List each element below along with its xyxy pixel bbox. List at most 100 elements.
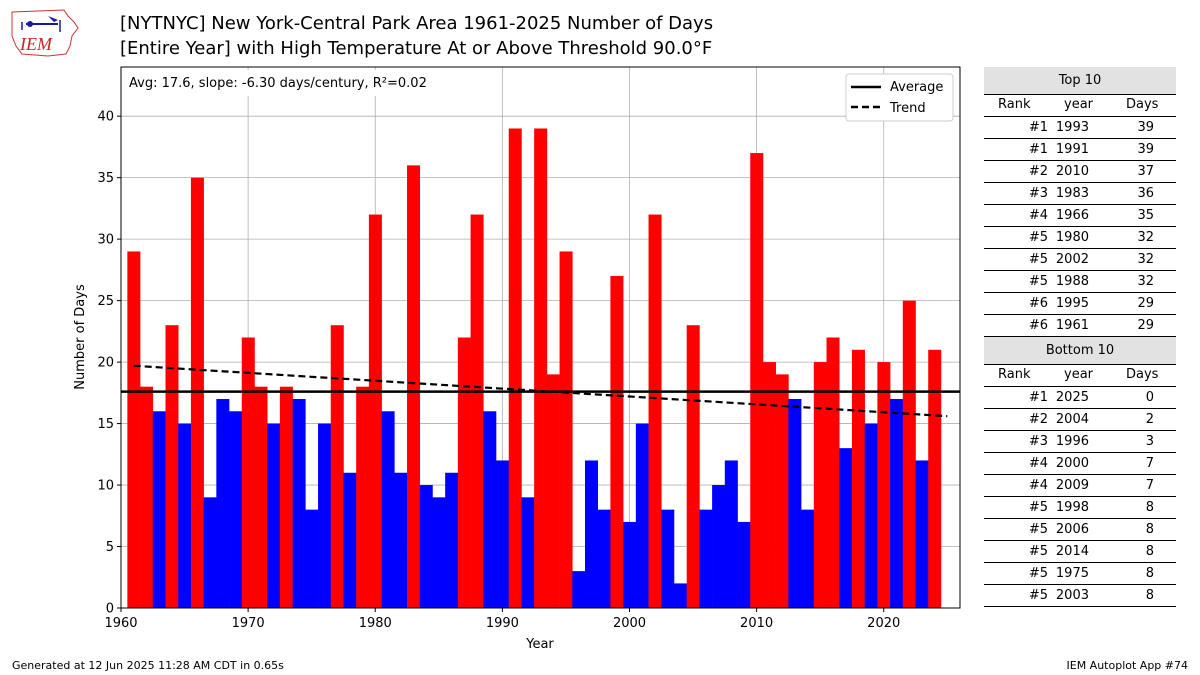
year-cell: 2025: [1055, 390, 1089, 405]
bottom10-title: Bottom 10: [984, 337, 1176, 365]
column-days: Days: [1126, 97, 1159, 112]
stats-annotation: Avg: 17.6, slope: -6.30 days/century, R²…: [129, 76, 427, 91]
rank-cell: #1: [1028, 120, 1048, 135]
column-year: year: [1064, 97, 1094, 112]
bar-1983: [407, 165, 421, 608]
top10-column-headers: Rank year Days: [984, 95, 1176, 117]
bar-1967: [203, 497, 217, 608]
year-cell: 1995: [1055, 296, 1089, 311]
y-tick-label: 10: [97, 479, 114, 494]
days-cell: 32: [1137, 274, 1154, 289]
rank-cell: #3: [1028, 186, 1048, 201]
bar-1987: [457, 337, 471, 608]
bottom10-table: Bottom 10 Rank year Days #1 2025 0 #2 2004 2 #…: [984, 337, 1176, 607]
table-row: #5 1980 32: [984, 227, 1176, 249]
bar-1997: [584, 460, 599, 608]
table-row: #5 2006 8: [984, 519, 1176, 541]
table-row: #6 1995 29: [984, 293, 1176, 315]
days-cell: 8: [1145, 522, 1154, 537]
annotation-box: [124, 70, 454, 96]
bar-2017: [839, 448, 853, 608]
column-days: Days: [1126, 367, 1159, 382]
days-cell: 39: [1137, 142, 1154, 157]
bar-1977: [330, 325, 344, 608]
days-cell: 8: [1145, 566, 1154, 581]
bar-1989: [483, 411, 497, 608]
x-tick-label: 2000: [613, 616, 646, 631]
x-tick-label: 1970: [232, 616, 265, 631]
table-row: #3 1996 3: [984, 431, 1176, 453]
rank-cell: #6: [1028, 318, 1048, 333]
legend-trend-label: Trend: [889, 101, 926, 116]
x-tick-label: 1990: [486, 616, 519, 631]
bar-2002: [648, 214, 662, 608]
year-cell: 2003: [1055, 588, 1089, 603]
legend: Average Trend: [845, 73, 954, 122]
bar-2014: [801, 509, 815, 608]
year-cell: 2009: [1055, 478, 1089, 493]
bar-1978: [343, 472, 357, 608]
table-row: #5 2003 8: [984, 585, 1176, 607]
bar-2009: [737, 521, 751, 608]
rank-cell: #1: [1028, 390, 1048, 405]
bar-2021: [890, 398, 904, 608]
days-cell: 36: [1137, 186, 1154, 201]
year-cell: 2010: [1055, 164, 1089, 179]
table-row: #5 2014 8: [984, 541, 1176, 563]
rank-cell: #5: [1028, 500, 1048, 515]
column-rank: Rank: [998, 97, 1031, 112]
days-cell: 8: [1145, 544, 1154, 559]
bars: [127, 128, 942, 608]
rank-cell: #4: [1028, 478, 1048, 493]
legend-average-label: Average: [890, 80, 943, 95]
year-cell: 1996: [1055, 434, 1089, 449]
bar-chart: 1960 1970 1980 1990 2000 2010 2020 0 5 10 15 20 25 30…: [73, 66, 961, 652]
bar-1993: [534, 128, 548, 608]
rank-cell: #5: [1028, 544, 1048, 559]
bar-2022: [902, 300, 916, 608]
bottom10-column-headers: Rank year Days: [984, 365, 1176, 387]
bar-2023: [915, 460, 929, 608]
top10-table: Top 10 Rank year Days #1 1993 39 #1 1991 39 #2…: [984, 67, 1176, 337]
days-cell: 35: [1137, 208, 1154, 223]
bar-2010: [750, 153, 764, 608]
table-row: #5 2002 32: [984, 249, 1176, 271]
year-cell: 1988: [1055, 274, 1089, 289]
bar-1975: [305, 509, 319, 608]
bar-2011: [762, 362, 776, 608]
table-row: #4 2000 7: [984, 453, 1176, 475]
y-tick-label: 35: [97, 171, 114, 186]
bar-1985: [432, 497, 446, 608]
bar-2001: [635, 423, 649, 608]
bar-1964: [165, 325, 179, 608]
table-row: #1 2025 0: [984, 387, 1176, 409]
bar-1992: [521, 497, 535, 608]
year-cell: 1966: [1055, 208, 1089, 223]
chart-title-line1: [NYTNYC] New York-Central Park Area 1961…: [120, 13, 714, 34]
bar-2024: [928, 349, 942, 608]
bar-2019: [864, 423, 878, 608]
rank-cell: #4: [1028, 208, 1048, 223]
x-tick-label: 1980: [359, 616, 392, 631]
bar-1961: [127, 251, 141, 608]
bar-1965: [178, 423, 192, 608]
rank-cell: #1: [1028, 142, 1048, 157]
y-axis-label: Number of Days: [73, 284, 88, 390]
app-label: IEM Autoplot App #74: [1066, 659, 1189, 672]
year-cell: 1975: [1055, 566, 1089, 581]
table-row: #2 2010 37: [984, 161, 1176, 183]
bar-1996: [572, 571, 586, 608]
plot-frame: [120, 66, 961, 609]
bar-2012: [775, 374, 789, 608]
bar-2018: [851, 349, 865, 608]
chart-title-line2: [Entire Year] with High Temperature At o…: [120, 38, 713, 59]
bar-2003: [661, 509, 675, 608]
ticks: 1960 1970 1980 1990 2000 2010 2020 0 5 10 15 20 25 30…: [97, 110, 900, 631]
bar-1995: [559, 251, 573, 608]
table-row: #5 1988 32: [984, 271, 1176, 293]
table-row: #4 2009 7: [984, 475, 1176, 497]
x-tick-label: 1960: [104, 616, 137, 631]
bar-1990: [496, 460, 510, 608]
table-row: #1 1991 39: [984, 139, 1176, 161]
top10-title: Top 10: [984, 67, 1176, 95]
